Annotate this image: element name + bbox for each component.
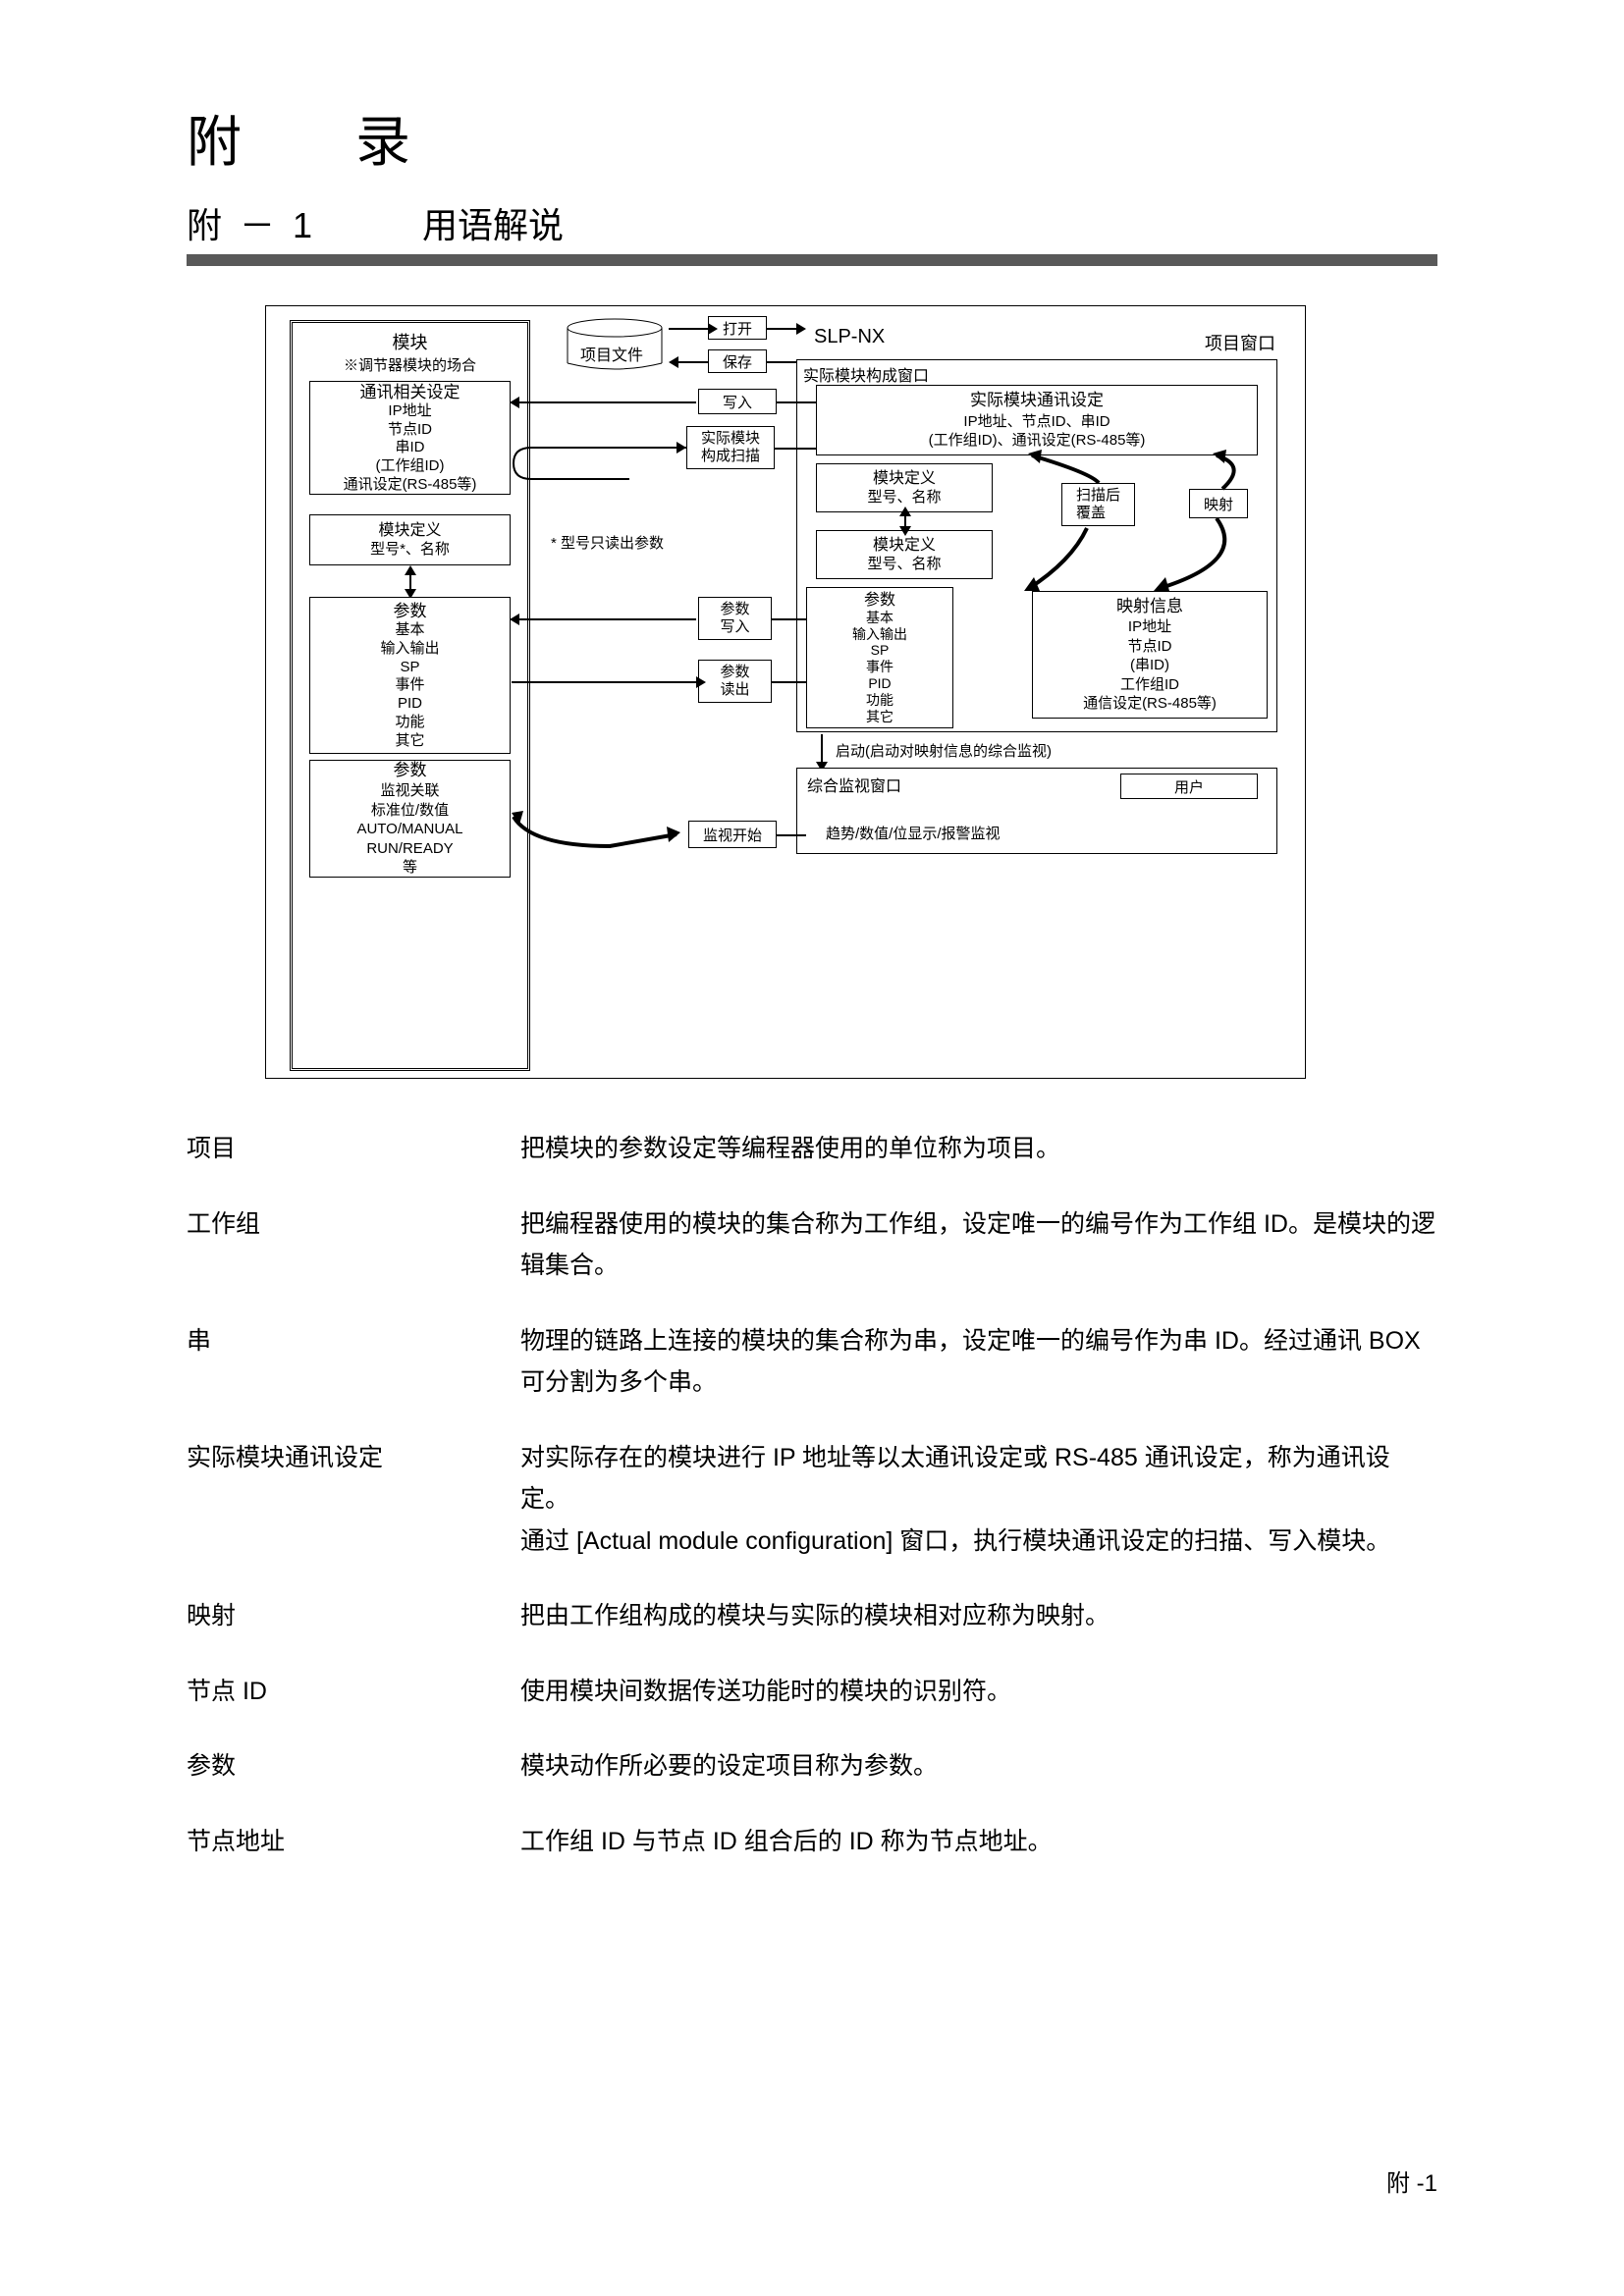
project-window-label: 项目窗口 (1205, 330, 1275, 355)
def-term: 节点 ID (187, 1671, 520, 1713)
real-comm-settings-box: 实际模块通讯设定 IP地址、节点ID、串ID (工作组ID)、通讯设定(RS-4… (816, 385, 1258, 455)
param-read-box: 参数 读出 (698, 660, 772, 703)
real-scan-box: 实际模块 构成扫描 (686, 426, 775, 469)
def-row: 参数 模块动作所必要的设定项目称为参数。 (187, 1745, 1437, 1788)
save-box: 保存 (708, 349, 767, 373)
project-file-label: 项目文件 (580, 342, 643, 365)
module-header: 模块 (293, 329, 527, 354)
def-term: 工作组 (187, 1203, 520, 1287)
slp-nx-label: SLP-NX (814, 326, 885, 348)
def-term: 串 (187, 1320, 520, 1404)
appendix-title: 附 录 (187, 98, 1437, 178)
mapping-info-box: 映射信息 IP地址 节点ID (串ID) 工作组ID 通信设定(RS-485等) (1032, 591, 1268, 719)
comm-settings-box: 通讯相关设定 IP地址 节点ID 串ID (工作组ID) 通讯设定(RS-485… (309, 381, 511, 495)
def-desc: 对实际存在的模块进行 IP 地址等以太通讯设定或 RS-485 通讯设定，称为通… (520, 1437, 1437, 1563)
def-desc: 模块动作所必要的设定项目称为参数。 (520, 1745, 1437, 1788)
monitor-start-box: 监视开始 (688, 821, 777, 848)
def-desc: 把由工作组构成的模块与实际的模块相对应称为映射。 (520, 1595, 1437, 1637)
page-footer: 附 -1 (1386, 2163, 1437, 2198)
module-def-real-box: 模块定义 型号、名称 (816, 463, 993, 512)
def-row: 串 物理的链路上连接的模块的集合称为串，设定唯一的编号作为串 ID。经过通讯 B… (187, 1320, 1437, 1404)
readonly-note: * 型号只读出参数 (551, 532, 664, 553)
def-row: 节点 ID 使用模块间数据传送功能时的模块的识别符。 (187, 1671, 1437, 1713)
def-row: 实际模块通讯设定 对实际存在的模块进行 IP 地址等以太通讯设定或 RS-485… (187, 1437, 1437, 1563)
def-row: 节点地址 工作组 ID 与节点 ID 组合后的 ID 称为节点地址。 (187, 1821, 1437, 1863)
params-right-box: 参数 基本 输入输出 SP 事件 PID 功能 其它 (806, 587, 953, 728)
def-row: 映射 把由工作组构成的模块与实际的模块相对应称为映射。 (187, 1595, 1437, 1637)
def-desc: 把编程器使用的模块的集合称为工作组，设定唯一的编号作为工作组 ID。是模块的逻辑… (520, 1203, 1437, 1287)
module-def-left-box: 模块定义 型号*、名称 (309, 514, 511, 565)
subtitle-row: 附 － 1 用语解说 (187, 197, 1437, 248)
module-sub: ※调节器模块的场合 (293, 354, 527, 375)
def-term: 映射 (187, 1595, 520, 1637)
launch-label: 启动(启动对映射信息的综合监视) (836, 740, 1052, 761)
def-desc: 把模块的参数设定等编程器使用的单位称为项目。 (520, 1128, 1437, 1170)
def-row: 工作组 把编程器使用的模块的集合称为工作组，设定唯一的编号作为工作组 ID。是模… (187, 1203, 1437, 1287)
monitor-desc-label: 趋势/数值/位显示/报警监视 (826, 823, 1001, 843)
subtitle-text: 用语解说 (422, 197, 564, 248)
real-config-window-title: 实际模块构成窗口 (797, 360, 1276, 388)
def-desc: 使用模块间数据传送功能时的模块的识别符。 (520, 1671, 1437, 1713)
title-divider (187, 254, 1437, 266)
def-desc: 工作组 ID 与节点 ID 组合后的 ID 称为节点地址。 (520, 1821, 1437, 1863)
user-box: 用户 (1120, 774, 1258, 799)
params2-left-box: 参数 监视关联 标准位/数值 AUTO/MANUAL RUN/READY 等 (309, 760, 511, 878)
def-term: 节点地址 (187, 1821, 520, 1863)
write-box: 写入 (698, 389, 777, 414)
param-write-box: 参数 写入 (698, 597, 772, 640)
def-term: 实际模块通讯设定 (187, 1437, 520, 1563)
def-term: 项目 (187, 1128, 520, 1170)
subtitle-number: 附 － 1 (187, 197, 422, 248)
def-term: 参数 (187, 1745, 520, 1788)
def-row: 项目 把模块的参数设定等编程器使用的单位称为项目。 (187, 1128, 1437, 1170)
terminology-diagram: SLP-NX 项目窗口 模块 ※调节器模块的场合 项目文件 打开 保存 (265, 305, 1306, 1079)
module-def-real-box2: 模块定义 型号、名称 (816, 530, 993, 579)
params-left-box: 参数 基本 输入输出 SP 事件 PID 功能 其它 (309, 597, 511, 754)
definitions-list: 项目 把模块的参数设定等编程器使用的单位称为项目。 工作组 把编程器使用的模块的… (187, 1128, 1437, 1862)
def-desc: 物理的链路上连接的模块的集合称为串，设定唯一的编号作为串 ID。经过通讯 BOX… (520, 1320, 1437, 1404)
